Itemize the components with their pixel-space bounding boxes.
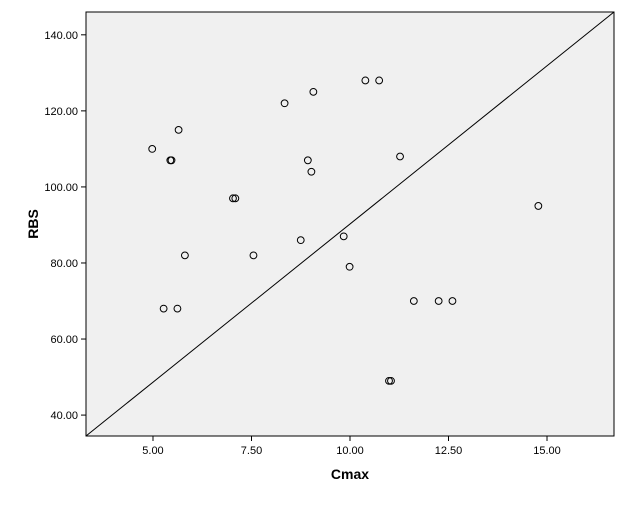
scatter-point (307, 167, 316, 176)
y-tick-label: 60.00 (50, 334, 78, 346)
scatter-point (309, 87, 318, 96)
scatter-point (303, 156, 312, 165)
x-axis-ticks: 5.00 7.50 10.00 12.50 15.00 (142, 436, 561, 457)
x-axis-title: Cmax (331, 466, 369, 482)
scatter-point (249, 251, 258, 260)
scatter-point (296, 236, 305, 245)
y-tick-label: 140.00 (44, 30, 78, 42)
x-tick-label: 15.00 (533, 445, 561, 457)
y-axis-ticks: 40.00 60.00 80.00 100.00 120.00 140.00 (44, 30, 86, 422)
scatter-point (181, 251, 189, 260)
scatter-point (434, 297, 443, 305)
scatter-point (167, 156, 176, 165)
y-tick-label: 120.00 (44, 106, 78, 118)
scatter-point (173, 304, 182, 313)
y-tick-label: 100.00 (44, 182, 78, 194)
scatter-point (534, 202, 543, 210)
scatter-point (280, 99, 289, 108)
x-tick-label: 7.50 (241, 445, 262, 457)
y-tick-label: 40.00 (50, 410, 78, 422)
reference-line (85, 11, 615, 437)
y-tick-label: 80.00 (50, 258, 78, 270)
reference-line-group (85, 11, 615, 437)
scatter-point (159, 304, 168, 313)
y-axis-title: RBS (25, 209, 41, 239)
scatter-point (409, 297, 418, 305)
scatter-point (361, 76, 370, 85)
scatter-point (229, 194, 237, 203)
scatter-point (448, 297, 457, 305)
scatter-point (339, 232, 348, 241)
scatter-point (375, 76, 384, 85)
x-tick-label: 12.50 (435, 445, 463, 457)
scatter-point (231, 194, 240, 203)
scatter-point (174, 125, 183, 134)
scatter-point (148, 144, 157, 153)
data-points (148, 76, 543, 385)
scatter-point (387, 376, 395, 385)
scatter-point (385, 376, 393, 385)
x-tick-label: 5.00 (142, 445, 163, 457)
scatter-point (396, 152, 404, 161)
x-tick-label: 10.00 (336, 445, 364, 457)
scatter-point (345, 262, 354, 271)
